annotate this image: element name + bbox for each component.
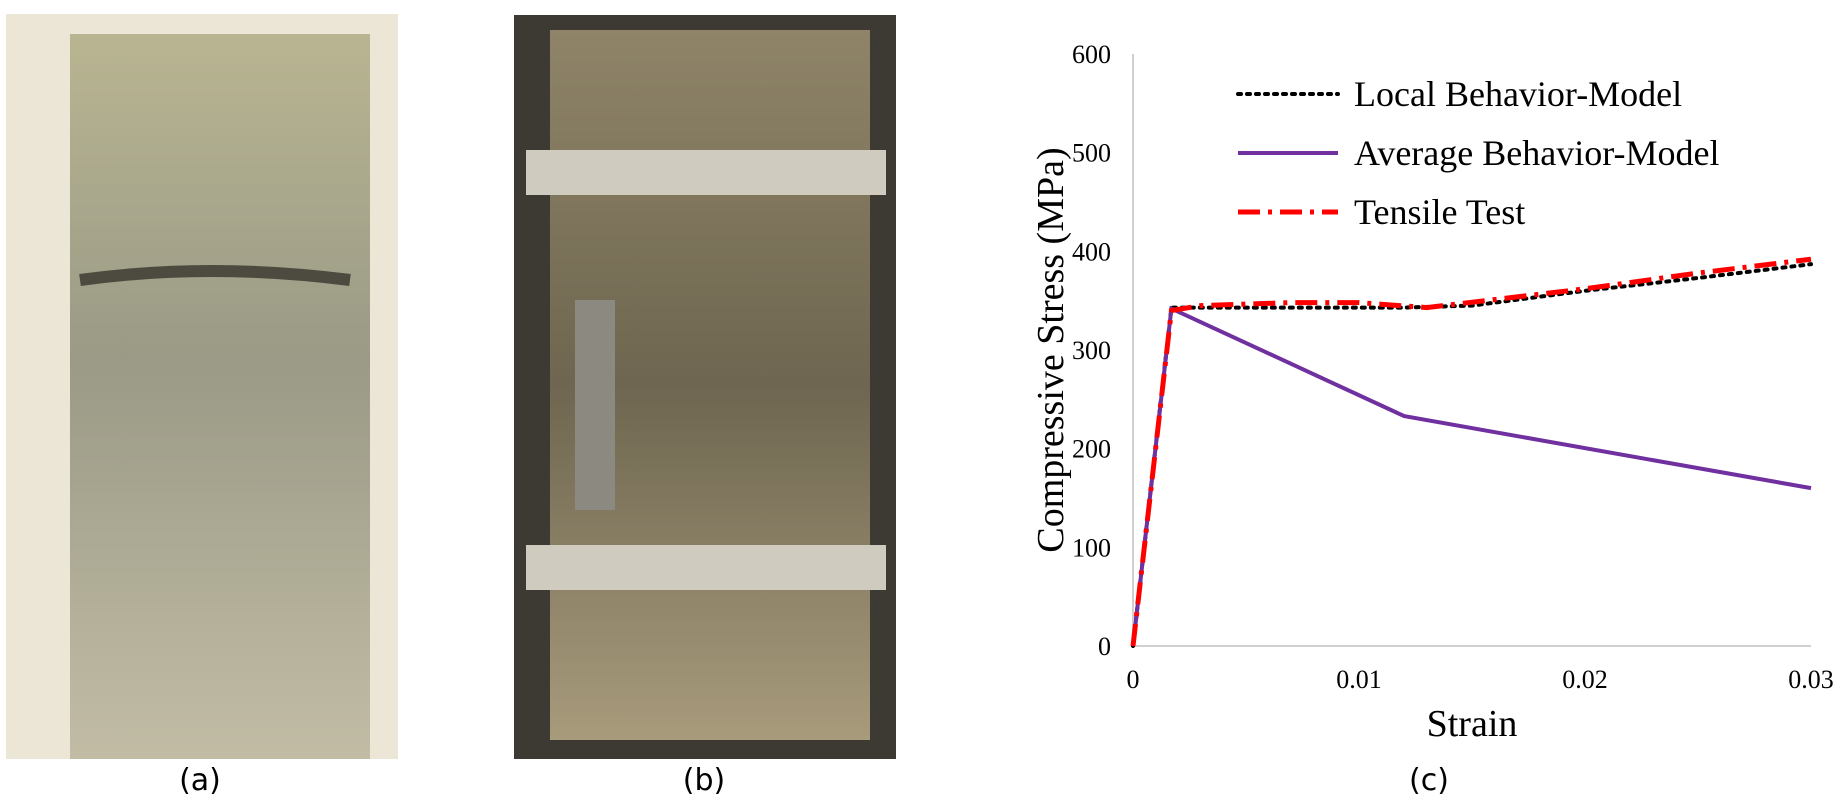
y-tick-label: 100 xyxy=(1072,533,1111,562)
y-tick-label: 600 xyxy=(1072,40,1111,69)
data-line xyxy=(1131,305,1812,647)
x-tick-label: 0.01 xyxy=(1336,665,1382,694)
y-tick-label: 400 xyxy=(1072,237,1111,266)
data-line xyxy=(1131,262,1813,648)
y-axis-label: Compressive Stress (MPa) xyxy=(1030,147,1072,552)
y-tick-label: 200 xyxy=(1072,435,1111,464)
x-tick-label: 0.03 xyxy=(1788,665,1834,694)
caption: (b) xyxy=(683,763,725,798)
caption: (c) xyxy=(1409,763,1449,798)
y-tick-label: 500 xyxy=(1072,139,1111,168)
legend-label: Tensile Test xyxy=(1354,192,1525,232)
caption: (a) xyxy=(179,763,221,798)
chart: 0 100 200 300 400 500 600 0 0.01 0.02 0.03 Strain Co… xyxy=(1030,40,1834,745)
photo-b xyxy=(514,15,896,759)
x-tick-label: 0.02 xyxy=(1562,665,1608,694)
y-tick-label: 0 xyxy=(1098,632,1111,661)
x-tick-label: 0 xyxy=(1127,665,1140,694)
y-tick-label: 300 xyxy=(1072,336,1111,365)
legend-label: Average Behavior-Model xyxy=(1354,133,1719,173)
photo-a xyxy=(6,14,398,759)
x-axis-label: Strain xyxy=(1427,703,1518,745)
data-line xyxy=(1130,256,1812,647)
legend-label: Local Behavior-Model xyxy=(1354,74,1682,114)
